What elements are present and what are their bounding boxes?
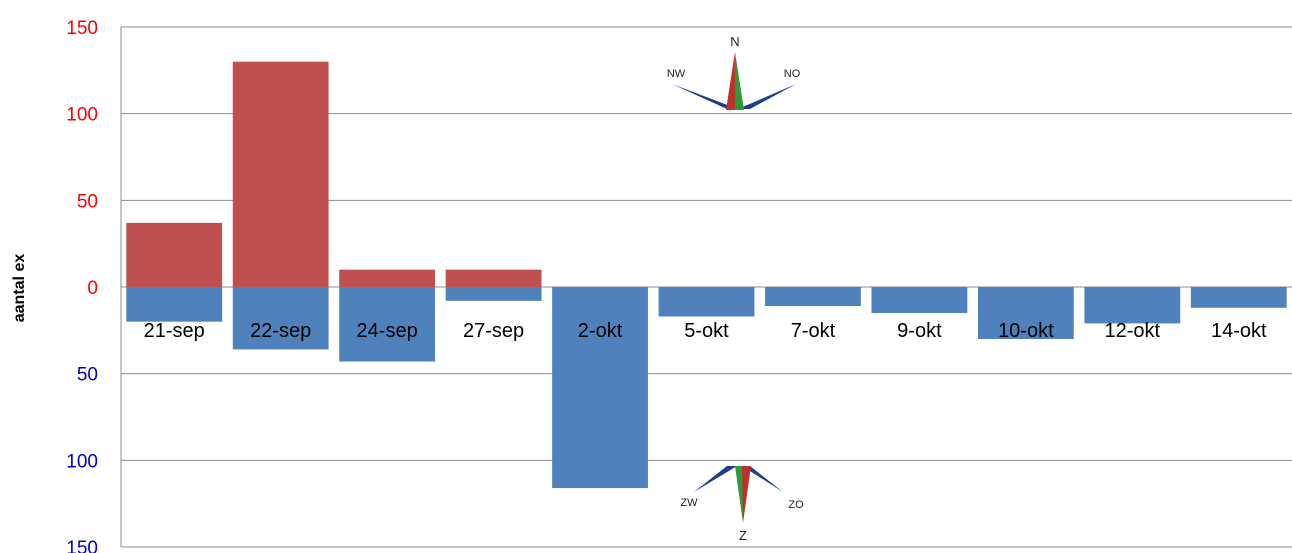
bar-south xyxy=(765,287,861,307)
bar-south xyxy=(552,287,648,489)
bar-north xyxy=(232,61,329,287)
compass-south-z: Z xyxy=(739,528,747,543)
bar-south xyxy=(1084,287,1181,324)
y-tick-label: 50 xyxy=(77,365,98,386)
compass-north-nw: NW xyxy=(667,68,686,80)
bar-south xyxy=(1190,287,1287,308)
category-label: 24-sep xyxy=(357,320,418,342)
category-label: 9-okt xyxy=(897,320,942,342)
compass-north-n: N xyxy=(730,34,739,49)
bar-north xyxy=(445,269,542,287)
bars xyxy=(126,61,1287,489)
y-tick-label: 50 xyxy=(77,191,98,212)
y-tick-label: 100 xyxy=(66,105,98,126)
compass-south-zw: ZW xyxy=(680,497,698,509)
bar-south xyxy=(126,287,223,322)
bar-south xyxy=(871,287,968,313)
category-label: 21-sep xyxy=(144,320,205,342)
category-label: 7-okt xyxy=(791,320,836,342)
compass-north-no: NO xyxy=(784,68,801,80)
category-label: 5-okt xyxy=(684,320,729,342)
compass-north-icon: N NW NO xyxy=(667,34,801,110)
category-label: 2-okt xyxy=(578,320,623,342)
category-label: 22-sep xyxy=(250,320,311,342)
category-labels: 21-sep 22-sep 24-sep 27-sep 2-okt 5-okt 7-okt 9… xyxy=(144,320,1267,342)
bar-south xyxy=(658,287,755,317)
category-label: 12-okt xyxy=(1105,320,1161,342)
y-axis-label: aantal ex xyxy=(11,254,28,323)
compass-south-zo: ZO xyxy=(788,499,804,511)
bar-south xyxy=(232,287,329,350)
bar-south xyxy=(977,287,1074,339)
y-axis-ticks: 150 100 50 0 50 100 150 xyxy=(66,18,98,553)
y-tick-label: 0 xyxy=(87,278,98,299)
category-label: 10-okt xyxy=(998,320,1054,342)
bar-south xyxy=(339,287,436,362)
category-label: 14-okt xyxy=(1211,320,1267,342)
compass-south-icon: Z ZW ZO xyxy=(680,466,804,543)
y-tick-label: 100 xyxy=(66,451,98,472)
y-tick-label: 150 xyxy=(66,18,98,39)
category-label: 27-sep xyxy=(463,320,524,342)
bar-north xyxy=(339,269,436,287)
bar-north xyxy=(126,222,223,287)
y-tick-label: 150 xyxy=(66,538,98,553)
bar-south xyxy=(445,287,542,301)
